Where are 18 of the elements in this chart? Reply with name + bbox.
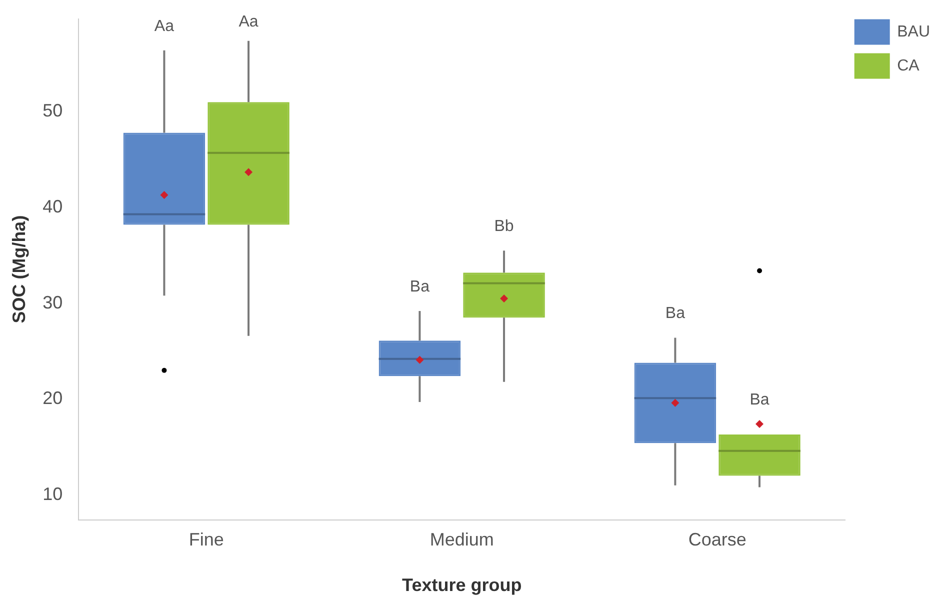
x-tick-label: Fine bbox=[188, 530, 224, 550]
annotation: Ba bbox=[410, 278, 430, 296]
annotation: Aa bbox=[238, 13, 258, 30]
y-tick-label: 40 bbox=[42, 196, 63, 216]
y-tick-label: 20 bbox=[42, 388, 63, 408]
y-axis-title: SOC (Mg/ha) bbox=[8, 215, 29, 324]
annotation: Bb bbox=[494, 218, 514, 236]
y-tick-label: 50 bbox=[42, 100, 63, 121]
y-tick-label: 10 bbox=[42, 484, 63, 504]
x-tick-label: Coarse bbox=[688, 530, 746, 550]
y-tick-label: 30 bbox=[42, 292, 63, 312]
annotation: Ba bbox=[750, 391, 770, 408]
legend-label: BAU bbox=[897, 23, 930, 40]
x-tick-label: Medium bbox=[430, 530, 494, 550]
x-axis-title: Texture group bbox=[402, 575, 522, 596]
legend-label: CA bbox=[897, 57, 920, 74]
annotation: Ba bbox=[665, 305, 686, 322]
annotation: Aa bbox=[154, 18, 174, 35]
